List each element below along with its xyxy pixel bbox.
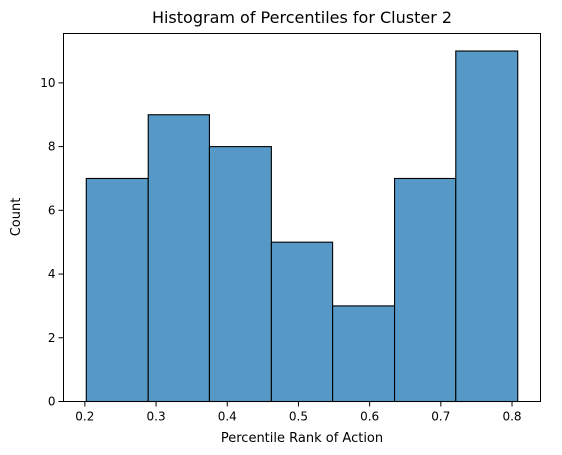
y-ticks-group: 0 2 4 6 8 10 bbox=[40, 76, 64, 409]
histogram-bar-4 bbox=[270, 241, 334, 403]
plot-frame bbox=[63, 33, 541, 402]
x-tick-label: 0.8 bbox=[502, 410, 521, 424]
y-tick-label: 0 bbox=[48, 395, 56, 409]
y-tick-label: 4 bbox=[48, 267, 56, 281]
x-tick-label: 0.5 bbox=[289, 410, 308, 424]
x-tick-label: 0.7 bbox=[431, 410, 450, 424]
y-tick-label: 6 bbox=[48, 203, 56, 217]
histogram-bar-1 bbox=[85, 177, 149, 403]
histogram-bar-7 bbox=[455, 50, 519, 403]
bars-group bbox=[85, 50, 519, 403]
histogram-bar-5 bbox=[332, 305, 396, 403]
y-axis-label: Count bbox=[9, 198, 24, 237]
chart-title: Histogram of Percentiles for Cluster 2 bbox=[152, 8, 452, 27]
y-tick-label: 2 bbox=[48, 331, 56, 345]
histogram-bar-3 bbox=[208, 146, 272, 403]
y-tick-label: 8 bbox=[48, 140, 56, 154]
x-tick-label: 0.6 bbox=[360, 410, 379, 424]
histogram-bar-2 bbox=[147, 114, 210, 403]
x-ticks-group: 0.2 0.3 0.4 0.5 0.6 0.7 0.8 bbox=[75, 401, 522, 424]
x-tick-label: 0.2 bbox=[75, 410, 94, 424]
histogram-bar-6 bbox=[394, 177, 457, 403]
y-tick-label: 10 bbox=[40, 76, 55, 90]
x-tick-label: 0.3 bbox=[147, 410, 166, 424]
x-tick-label: 0.4 bbox=[218, 410, 237, 424]
x-axis-label: Percentile Rank of Action bbox=[221, 431, 383, 446]
